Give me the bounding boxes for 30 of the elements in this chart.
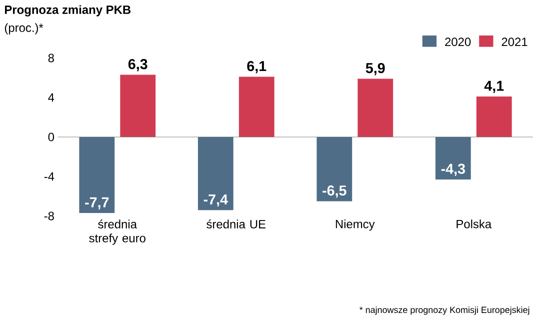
bar — [435, 136, 471, 180]
y-tick-label: 8 — [48, 54, 54, 62]
chart-title: Prognoza zmiany PKB — [5, 5, 131, 16]
legend-label: 2021 — [502, 38, 528, 46]
bar — [198, 136, 234, 210]
data-label: -7,4 — [204, 194, 228, 207]
data-label: 5,9 — [366, 62, 385, 76]
bar — [476, 96, 512, 137]
x-tick-label: średnia strefy euro — [89, 220, 146, 245]
x-tick-label: Polska — [456, 220, 492, 228]
data-label: -7,7 — [85, 197, 109, 210]
text: * najnowsze prognozy Komisji Europejskiej — [360, 306, 530, 315]
y-tick-label: 0 — [48, 132, 54, 142]
bar — [79, 136, 115, 214]
data-label: -4,3 — [441, 164, 465, 176]
bar — [120, 74, 156, 137]
x-tick-label: Niemcy — [336, 220, 375, 231]
x-tick-label: średnia UE — [206, 220, 266, 228]
y-tick-label: 4 — [48, 93, 54, 102]
bar — [316, 136, 352, 202]
bar — [238, 76, 274, 137]
data-label: 6,1 — [247, 61, 266, 74]
legend-label: 2020 — [445, 38, 471, 46]
y-tick-label: -8 — [44, 212, 54, 220]
bar — [358, 78, 394, 137]
data-label: 4,1 — [484, 80, 504, 93]
y-tick-label: -4 — [44, 172, 54, 181]
data-label: -6,5 — [322, 185, 346, 198]
data-label: 6,3 — [128, 59, 148, 72]
chart-subtitle: (proc.)* — [4, 23, 44, 34]
